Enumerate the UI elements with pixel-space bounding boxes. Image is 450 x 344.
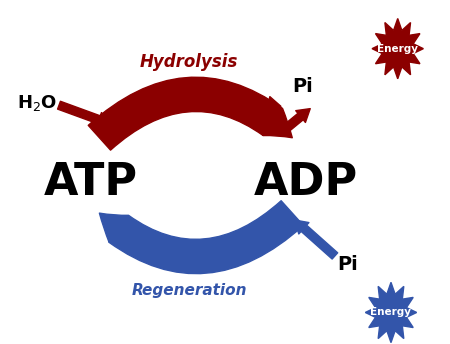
Text: Hydrolysis: Hydrolysis	[140, 53, 238, 71]
FancyArrowPatch shape	[266, 97, 285, 134]
Text: ADP: ADP	[254, 161, 358, 204]
FancyArrowPatch shape	[99, 201, 303, 274]
FancyArrowPatch shape	[295, 220, 338, 259]
Text: Pi: Pi	[337, 255, 358, 274]
Text: Energy: Energy	[370, 308, 411, 318]
Polygon shape	[365, 282, 417, 343]
Text: H$_2$O: H$_2$O	[17, 94, 57, 114]
Text: Pi: Pi	[292, 77, 313, 96]
Text: Regeneration: Regeneration	[131, 283, 247, 298]
Polygon shape	[372, 19, 423, 79]
Text: ATP: ATP	[43, 161, 138, 204]
FancyArrowPatch shape	[88, 77, 292, 150]
FancyArrowPatch shape	[58, 101, 111, 127]
FancyArrowPatch shape	[279, 109, 310, 136]
Text: Energy: Energy	[377, 44, 418, 54]
